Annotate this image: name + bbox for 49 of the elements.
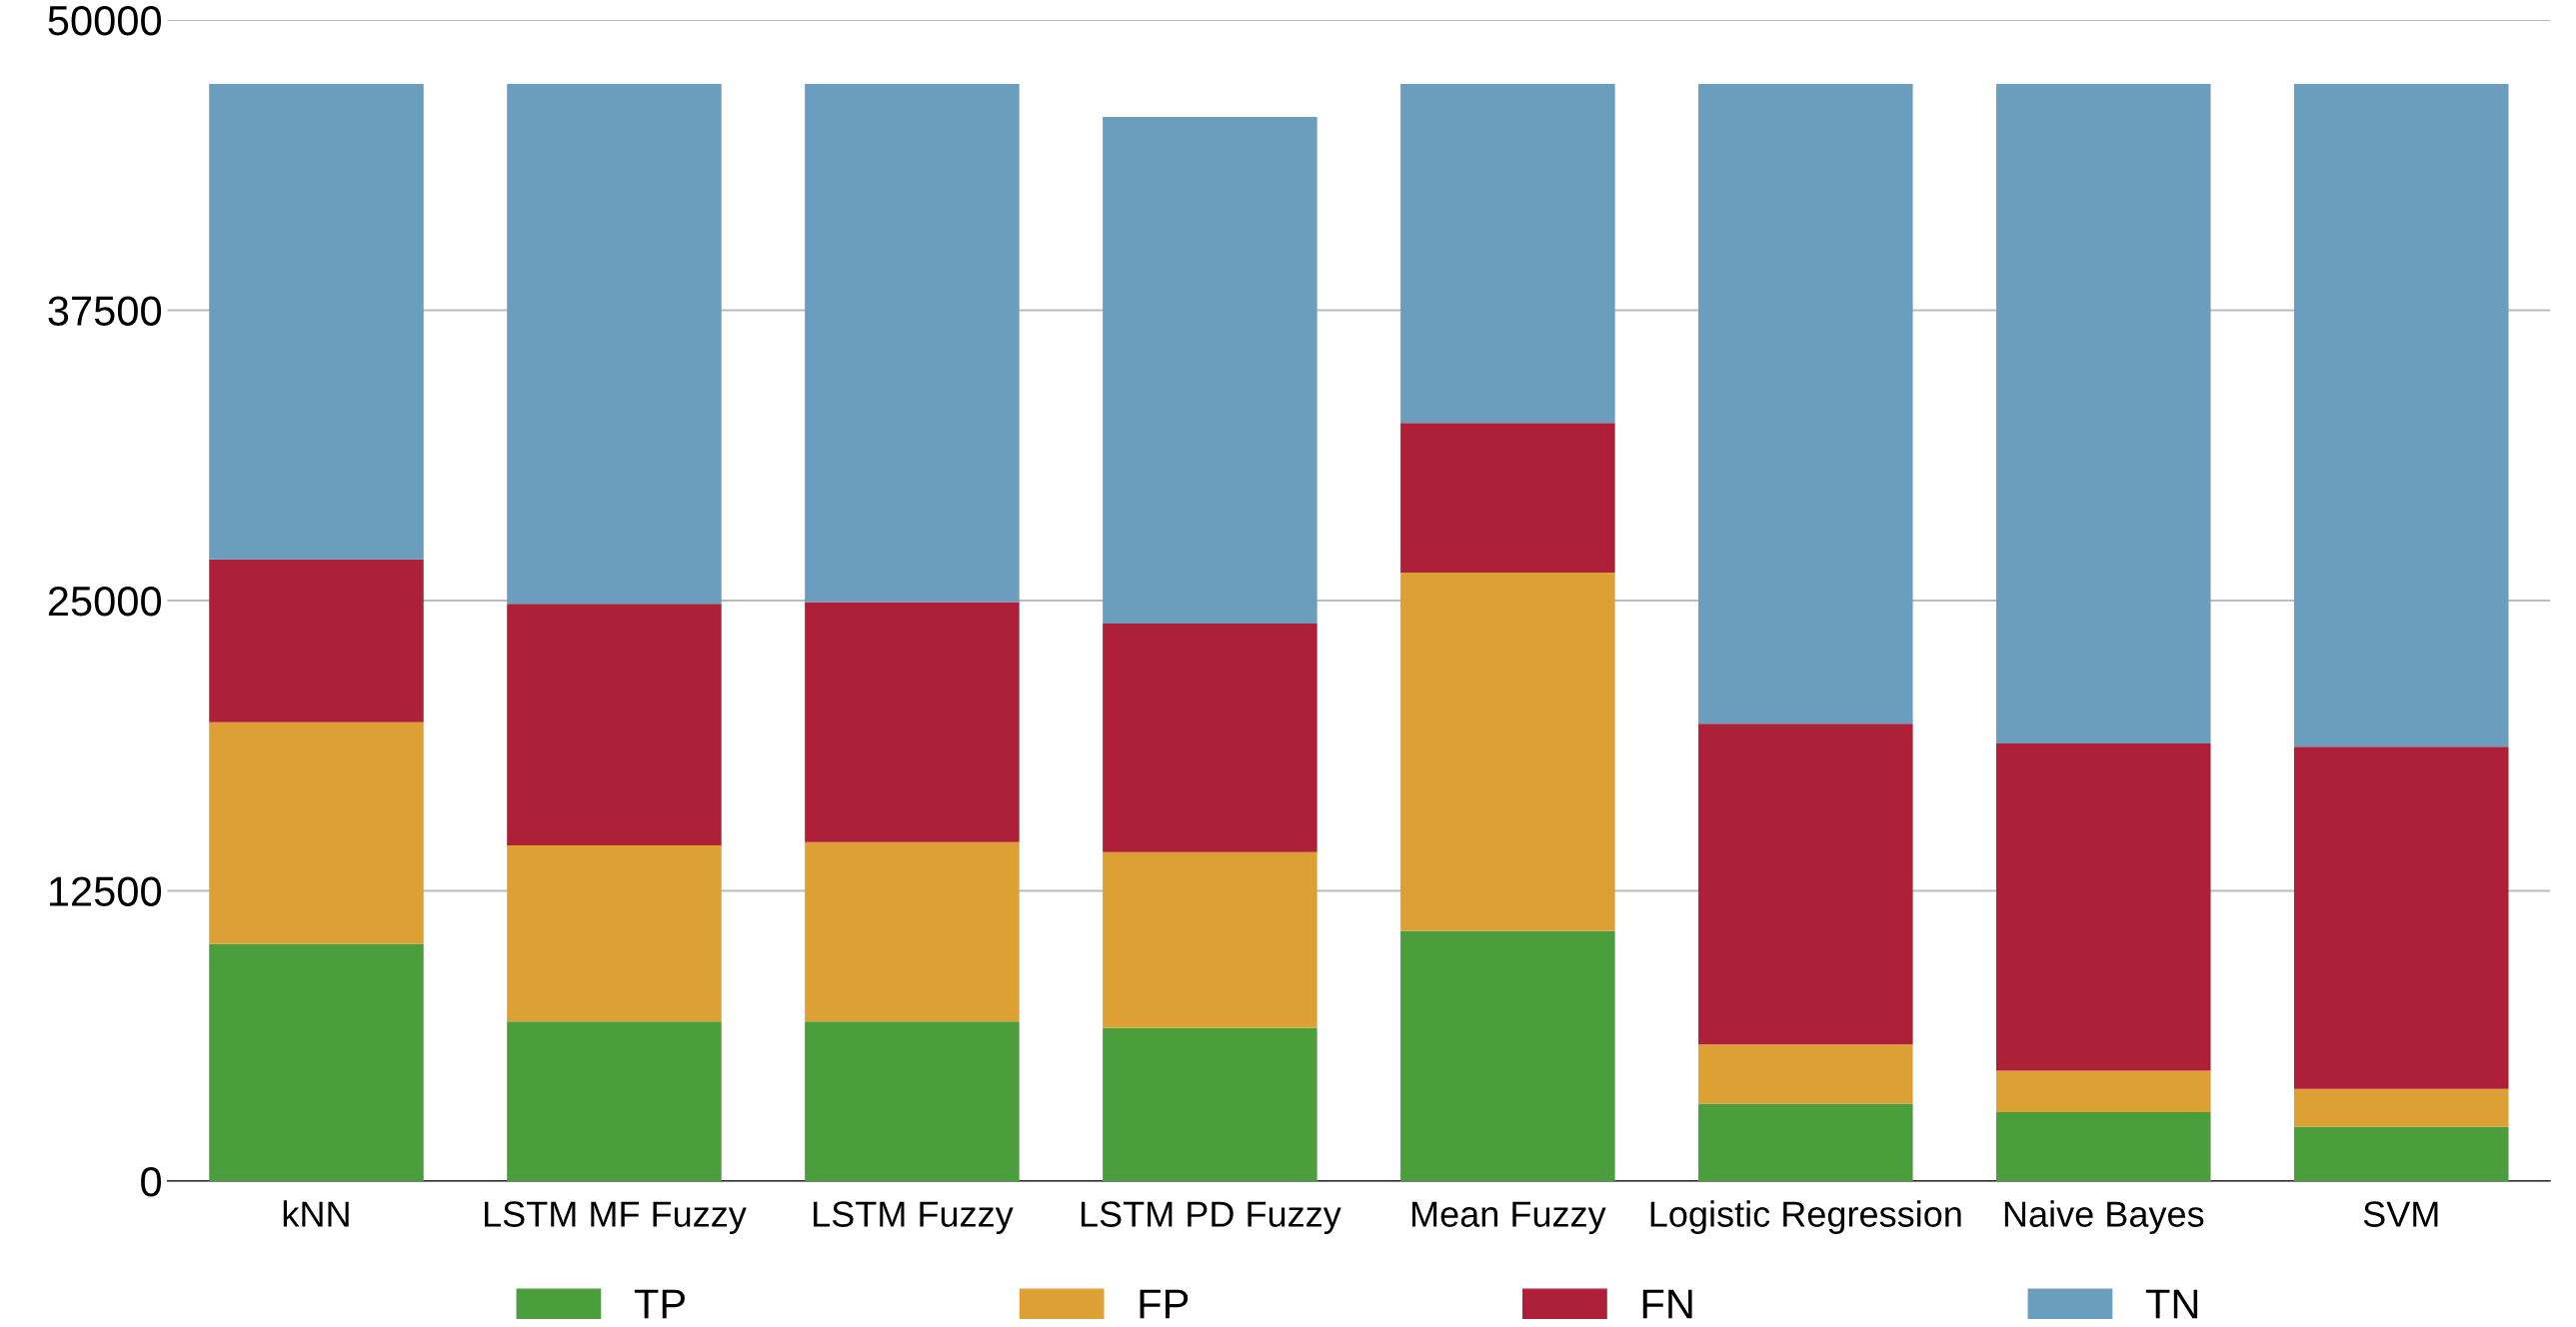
bar <box>1103 1027 1317 1181</box>
bar <box>1996 743 2211 1071</box>
bar <box>507 845 722 1022</box>
bar <box>1996 1070 2211 1112</box>
bar <box>507 604 722 846</box>
legend-label: FP <box>1140 1289 1189 1319</box>
legend-label: FN <box>1642 1289 1692 1319</box>
bar <box>2293 84 2509 747</box>
bar <box>209 559 424 722</box>
bar <box>2293 1126 2509 1181</box>
bar <box>209 943 424 1181</box>
bar <box>1103 623 1317 852</box>
bar <box>507 1021 722 1181</box>
bar <box>805 841 1020 1022</box>
bar <box>805 84 1020 603</box>
bar <box>507 84 722 605</box>
x-tick-label: Mean Fuzzy <box>1411 1201 1606 1235</box>
x-tick-label: SVM <box>2363 1201 2438 1227</box>
bar <box>1400 423 1615 574</box>
x-tick-label: Naive Bayes <box>2004 1200 2204 1235</box>
x-tick-label: kNN <box>283 1200 349 1227</box>
bar <box>2293 746 2509 1089</box>
bar <box>1698 723 1913 1045</box>
y-tick-label: 37500 <box>48 296 162 326</box>
y-tick-label: 25000 <box>48 586 162 617</box>
x-tick-label: LSTM MF Fuzzy <box>485 1201 747 1235</box>
bar <box>1400 930 1615 1181</box>
legend-label: TP <box>634 1289 685 1319</box>
bar <box>805 1021 1020 1181</box>
bar <box>1400 573 1615 931</box>
x-tick-label: LSTM Fuzzy <box>814 1201 1014 1235</box>
legend-label: TN <box>2145 1289 2198 1319</box>
bar <box>1400 84 1615 424</box>
bar <box>805 602 1020 842</box>
y-tick-label: 0 <box>141 1166 162 1197</box>
bar <box>2293 1088 2509 1127</box>
bar <box>209 84 424 560</box>
bar <box>1698 84 1913 724</box>
bar <box>1103 851 1317 1028</box>
x-tick-label: Logistic Regression <box>1650 1200 1961 1235</box>
y-tick-label: 50000 <box>48 5 162 36</box>
x-tick-label: LSTM PD Fuzzy <box>1081 1201 1341 1235</box>
bar <box>1698 1044 1913 1104</box>
bar <box>1996 84 2211 744</box>
bar <box>1103 117 1317 624</box>
bar <box>209 721 424 944</box>
bar <box>1698 1103 1913 1181</box>
y-tick-label: 12500 <box>49 876 162 906</box>
bar <box>1996 1111 2211 1181</box>
